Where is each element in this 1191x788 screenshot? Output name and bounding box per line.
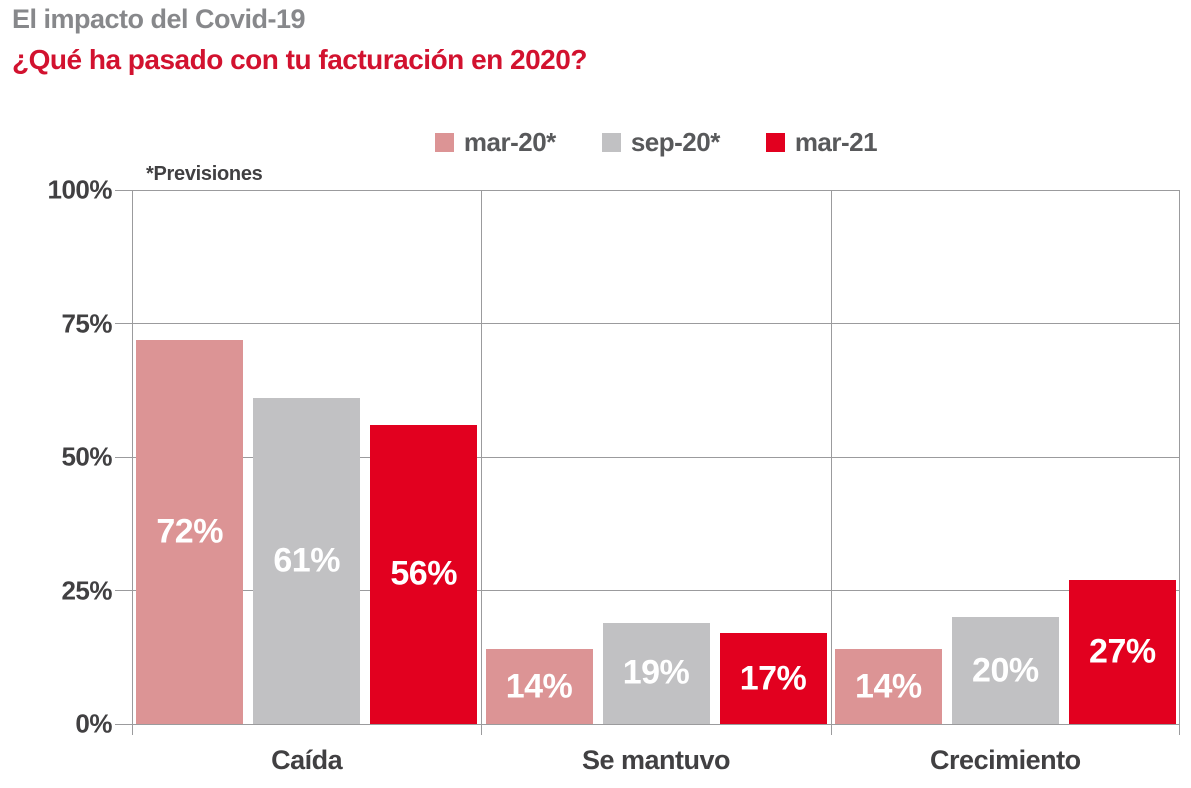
legend-item: sep-20* [601,126,721,158]
bar-value-label: 19% [622,653,690,692]
bar-value-label: 27% [1089,632,1156,671]
bar: 19% [602,622,710,724]
legend: mar-20* sep-20* mar-21 [132,126,1180,158]
bar-value-label: 61% [273,541,340,580]
bar: 14% [834,649,942,724]
x-axis-label: Se mantuvo [581,745,731,775]
y-axis-tick [115,590,132,591]
bar-value-label: 72% [156,512,223,551]
y-axis-label: 0% [75,708,112,739]
legend-swatch-icon [601,132,621,152]
gridline [132,723,1180,725]
legend-label: mar-20* [463,126,556,157]
legend-label: sep-20* [630,126,721,157]
bar-value-label: 17% [739,659,807,698]
x-axis-label: Crecimiento [930,745,1081,775]
bar: 61% [253,398,361,724]
y-axis-label: 100% [47,174,113,205]
legend-swatch-icon [765,132,785,152]
group-separator-line [481,190,482,735]
gridline [132,456,1180,458]
bar-value-label: 14% [505,667,573,706]
x-axis-label: Caída [271,745,343,775]
bar-value-label: 20% [972,651,1039,690]
y-axis-label: 75% [61,308,112,338]
y-axis-label: 25% [61,575,112,605]
gridline [132,189,1180,191]
y-axis-tick [115,456,132,458]
y-axis-label: 50% [61,441,112,472]
bar: 14% [485,649,593,724]
y-axis-tick [115,723,132,725]
bar-value-label: 14% [855,667,922,706]
bar: 72% [136,339,244,724]
gridline [132,590,1180,591]
group-separator-line [831,190,832,735]
bar: 27% [1068,579,1176,724]
legend-item: mar-21 [765,126,878,158]
plot-area: 0% 25% 50% 75% 100% 72% 61% 56% Caída 14% 19% 17% Se… [48,175,1180,775]
legend-swatch-icon [434,132,454,152]
bar: 17% [719,633,827,724]
bar: 20% [951,617,1059,724]
legend-item: mar-20* [434,126,556,158]
gridline [132,323,1180,324]
legend-label: mar-21 [794,126,878,157]
bar: 56% [370,424,478,724]
previsiones-note: *Previsiones [146,163,263,185]
bar-value-label: 56% [390,554,457,593]
chart-subtitle: ¿Qué ha pasado con tu facturación en 202… [12,44,587,75]
group-separator-line [1179,190,1180,735]
y-axis-tick [115,323,132,324]
y-axis-line [132,190,133,735]
y-axis-tick [115,189,132,191]
chart-title: El impacto del Covid-19 [12,4,306,34]
